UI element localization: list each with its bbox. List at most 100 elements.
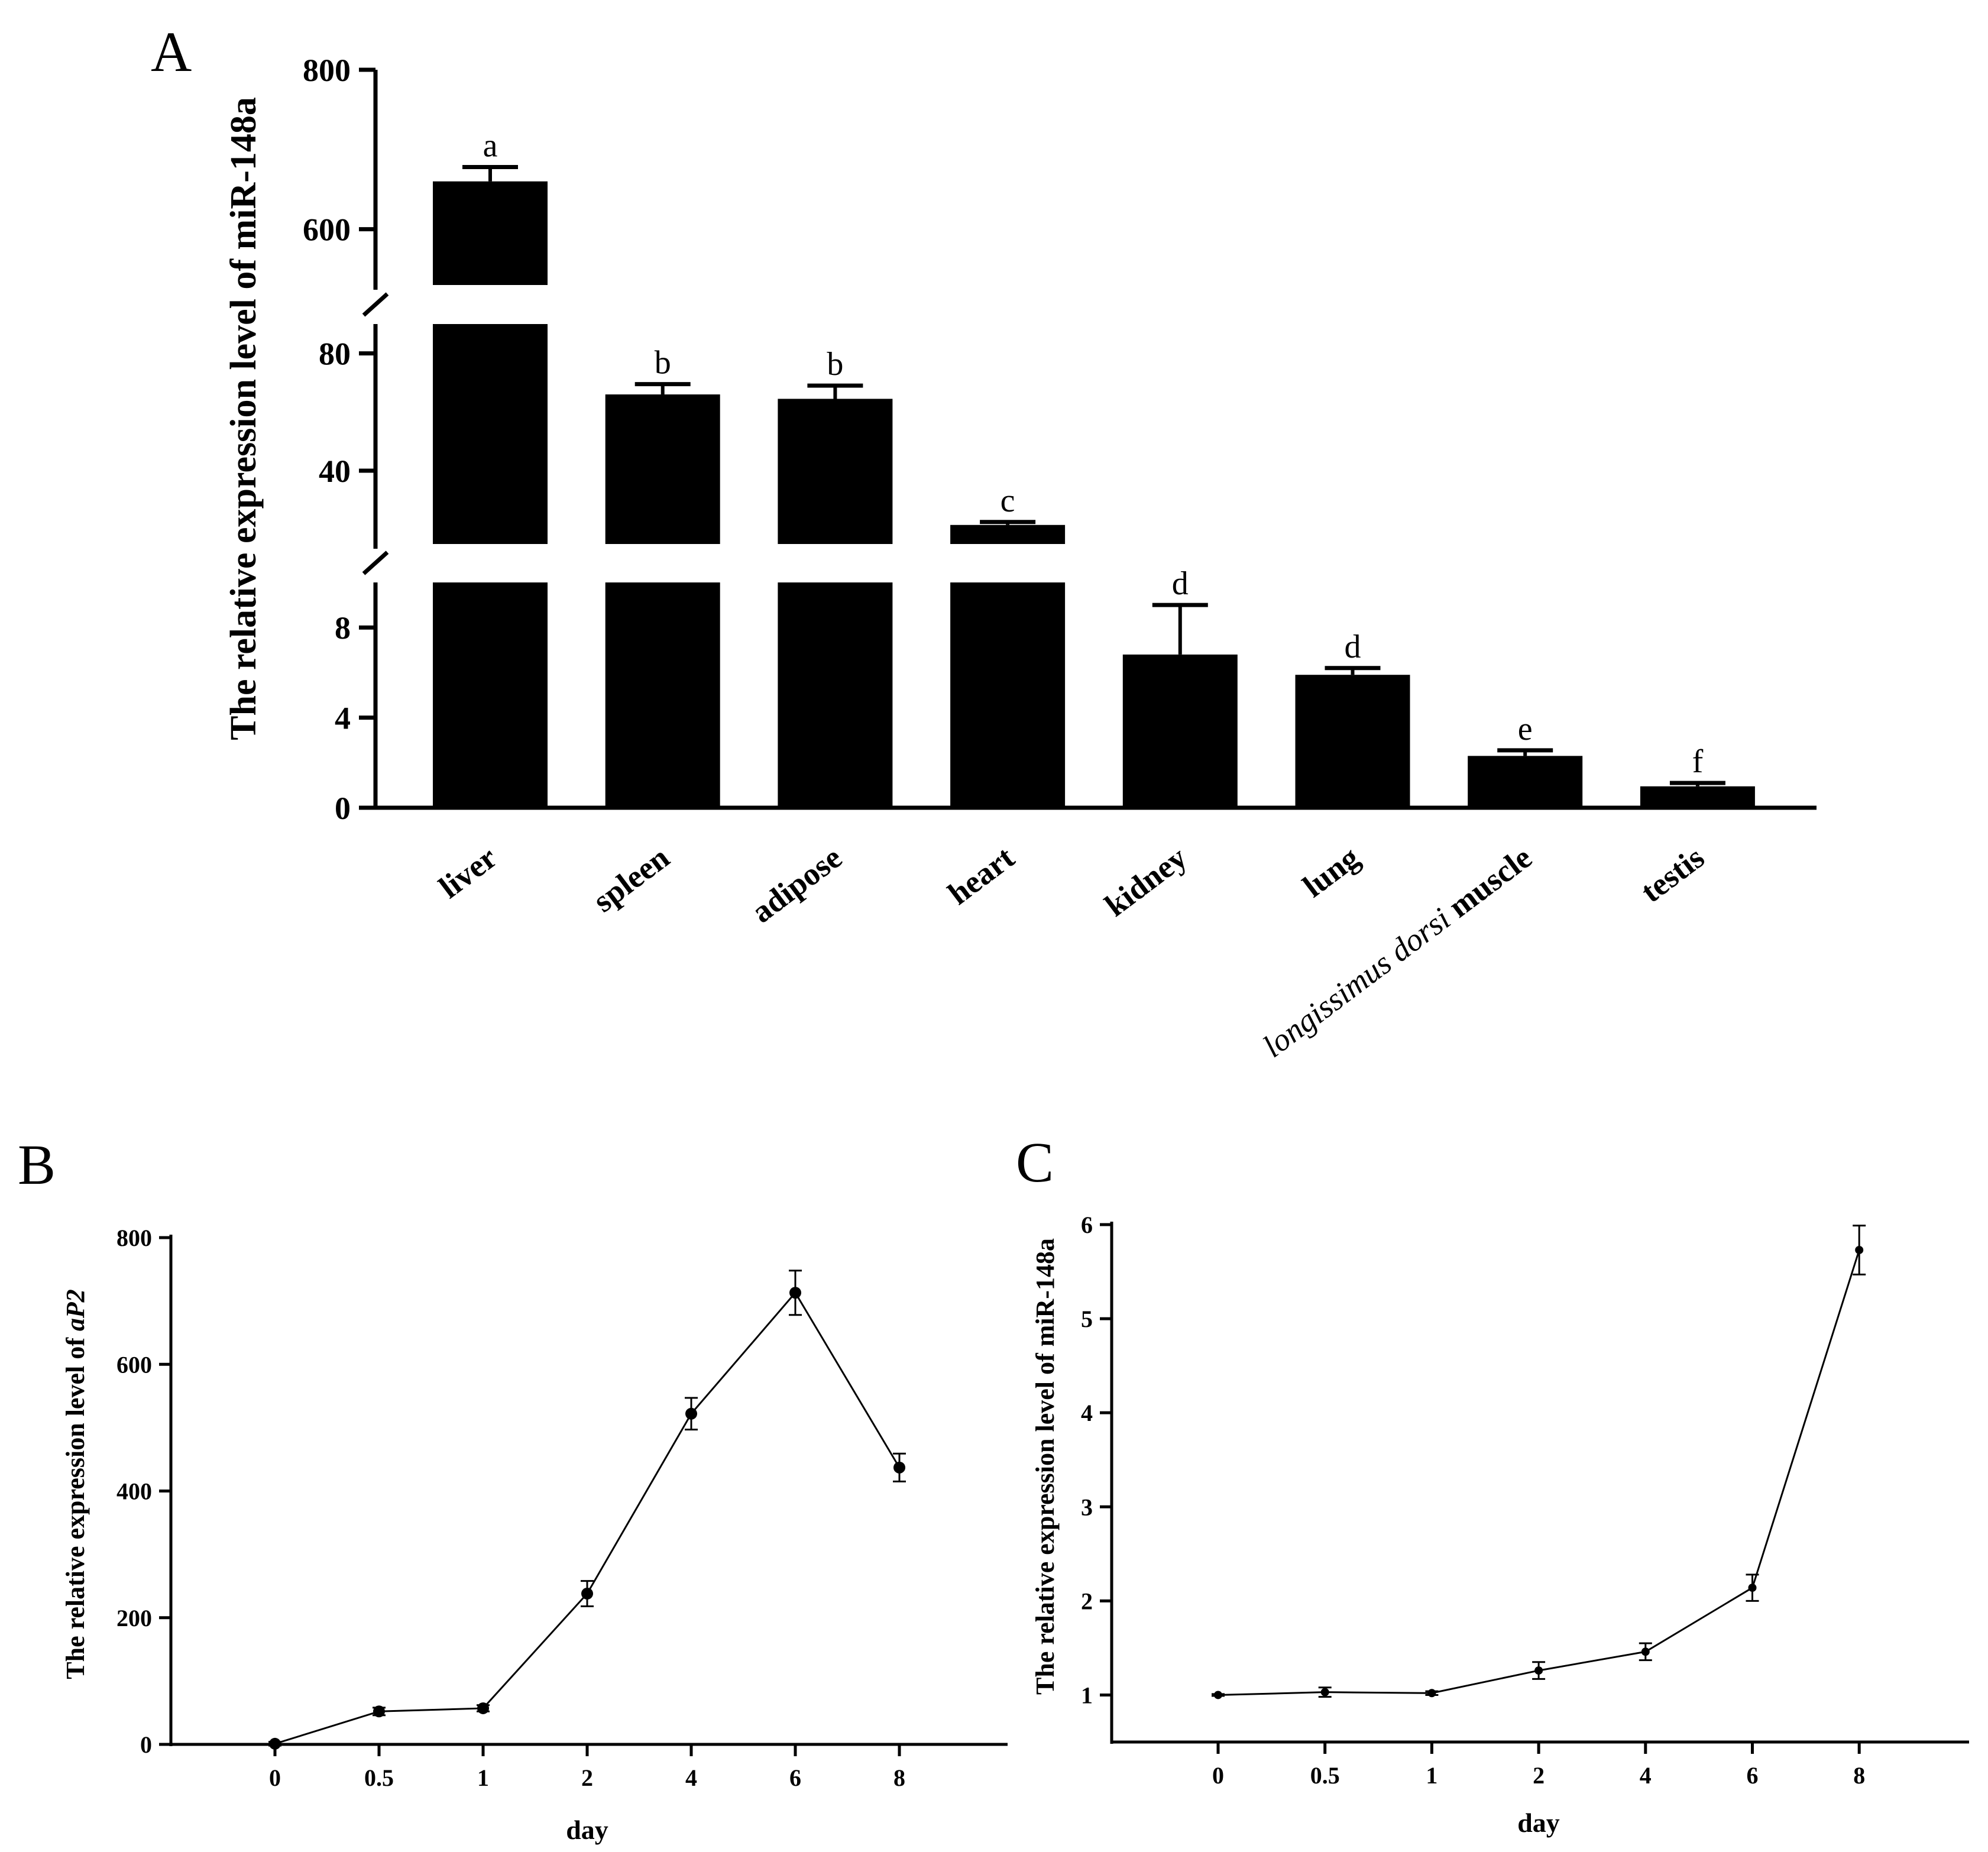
category-label-text: muscle <box>1442 840 1538 925</box>
panel-b-y-label-gene: aP2 <box>61 1289 90 1331</box>
significance-letter-spleen: b <box>655 345 671 381</box>
bar-adipose <box>778 399 893 544</box>
x-tick-label: 2 <box>581 1764 593 1791</box>
significance-letter-heart: c <box>1001 483 1015 519</box>
significance-letter-liver: a <box>483 127 498 164</box>
x-tick-label: 6 <box>789 1764 801 1791</box>
x-tick-label: 8 <box>893 1764 905 1791</box>
bar-spleen <box>605 394 720 544</box>
bar-liver <box>433 582 548 808</box>
panel-a-significance-letters: a b b c d d e f <box>483 127 1704 780</box>
panel-a-y-ticks: 0 4 8 40 80 600 800 <box>303 53 375 826</box>
y-tick-label: 200 <box>116 1605 152 1631</box>
panel-b-letter: B <box>18 1133 56 1196</box>
data-point <box>789 1287 801 1299</box>
y-tick-label: 4 <box>1081 1400 1093 1426</box>
y-tick-label: 5 <box>1081 1306 1093 1332</box>
series-line <box>1218 1249 1860 1696</box>
bar-spleen <box>605 582 720 808</box>
panel-c-x-axis-label: day <box>1517 1808 1560 1838</box>
category-label-text: testis <box>1634 840 1711 909</box>
category-label-text: liver <box>432 840 503 905</box>
category-label-text: heart <box>941 840 1021 912</box>
category-label-text: adipose <box>745 840 849 930</box>
y-tick-label: 1 <box>1081 1682 1093 1708</box>
significance-letter-adipose: b <box>827 346 843 383</box>
y-tick-label: 40 <box>319 454 351 489</box>
x-tick-label: 0 <box>1212 1762 1224 1789</box>
bar-lung <box>1295 675 1410 808</box>
bar-testis <box>1640 786 1755 808</box>
category-label-text: kidney <box>1098 840 1193 924</box>
x-tick-label: 1 <box>477 1764 489 1791</box>
y-tick-label: 400 <box>116 1478 152 1505</box>
x-tick-label: 0.5 <box>1310 1762 1340 1789</box>
x-tick-label: 2 <box>1533 1762 1545 1789</box>
data-point <box>581 1588 593 1600</box>
significance-letter-testis: f <box>1692 743 1704 780</box>
panel-b-plot: 0 200 400 600 800 0 0.5 1 2 4 6 8 <box>116 1225 1008 1791</box>
y-tick-label: 0 <box>335 791 351 826</box>
y-tick-label: 4 <box>335 701 351 736</box>
panel-a-letter: A <box>151 20 192 83</box>
data-point <box>1641 1647 1650 1656</box>
significance-letter-kidney: d <box>1172 565 1189 602</box>
axis-break-mark <box>362 292 389 317</box>
y-tick-label: 800 <box>116 1225 152 1251</box>
bar-liver <box>433 181 548 285</box>
panel-c-plot: 1 2 3 4 5 6 0 0.5 1 2 4 6 8 <box>1081 1212 1969 1789</box>
category-label-lung: lung <box>1296 840 1366 904</box>
significance-letter-lung: d <box>1345 629 1361 665</box>
category-label-text: lung <box>1296 840 1366 904</box>
bar-kidney <box>1122 654 1238 808</box>
y-tick-label: 600 <box>303 212 351 248</box>
panel-c-letter: C <box>1016 1131 1054 1194</box>
category-label-kidney: kidney <box>1098 840 1193 924</box>
x-tick-label: 4 <box>1640 1762 1652 1789</box>
panel-a: A a b b c d d e f 0 4 8 40 80 600 800 liver spleen adip… <box>151 20 1817 1064</box>
data-point <box>1214 1691 1222 1699</box>
data-point <box>1320 1688 1329 1696</box>
panel-a-x-categories: liver spleen adipose heart kidney lunglongiss… <box>432 840 1711 1064</box>
category-label-testis: testis <box>1634 840 1711 909</box>
bar-muscle <box>1468 756 1583 808</box>
y-tick-label: 8 <box>335 610 351 646</box>
series-line <box>274 1291 901 1745</box>
data-point <box>269 1737 281 1750</box>
panel-c-y-axis-label: The relative expression level of miR-148… <box>1031 1238 1060 1695</box>
bar-heart <box>950 524 1066 544</box>
category-label-liver: liver <box>432 840 503 905</box>
panel-a-bars <box>433 181 1755 808</box>
y-tick-label: 0 <box>140 1731 152 1758</box>
y-tick-label: 2 <box>1081 1588 1093 1614</box>
y-tick-label: 80 <box>319 336 351 372</box>
data-point <box>685 1407 697 1420</box>
y-tick-label: 600 <box>116 1351 152 1378</box>
x-tick-label: 6 <box>1747 1762 1759 1789</box>
panel-a-axes <box>362 70 1817 810</box>
panel-b-y-axis-label: The relative expression level of aP2 <box>61 1289 90 1679</box>
panel-c: C 1 2 3 4 5 6 0 0.5 1 2 4 6 8 day The relative expre… <box>1016 1131 1969 1838</box>
x-tick-label: 8 <box>1853 1762 1865 1789</box>
data-point <box>373 1705 385 1718</box>
y-tick-label: 6 <box>1081 1212 1093 1238</box>
data-point <box>477 1702 489 1714</box>
panel-b: B 0 200 400 600 800 0 0.5 1 2 4 6 8 day The relativ… <box>18 1133 1008 1845</box>
bar-adipose <box>778 582 893 808</box>
y-tick-label: 3 <box>1081 1494 1093 1520</box>
axis-break-mark <box>362 551 389 575</box>
panel-b-x-axis-label: day <box>566 1815 608 1845</box>
data-point <box>893 1461 905 1474</box>
panel-a-error-bars <box>462 164 1725 786</box>
y-tick-label: 800 <box>303 53 351 88</box>
bar-liver <box>433 324 548 544</box>
data-point <box>1855 1245 1864 1254</box>
category-label-heart: heart <box>941 840 1021 912</box>
data-point <box>1534 1666 1543 1675</box>
category-label-text: spleen <box>587 840 676 919</box>
category-label-spleen: spleen <box>587 840 676 919</box>
panel-b-y-label-prefix: The relative expression level of <box>61 1331 90 1679</box>
bar-heart <box>950 582 1066 808</box>
x-tick-label: 4 <box>685 1764 697 1791</box>
